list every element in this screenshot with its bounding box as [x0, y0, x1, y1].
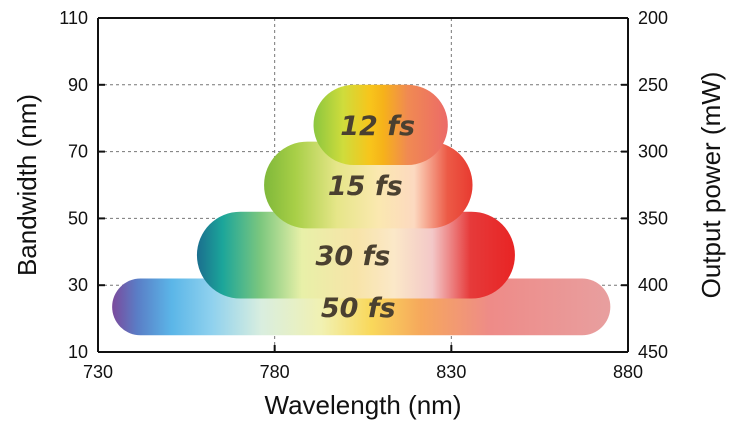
axes — [97, 17, 629, 353]
y2-tick-label: 200 — [638, 8, 668, 28]
pulse-regions — [112, 84, 611, 336]
y2-axis-title: Output power (mW) — [696, 72, 726, 299]
region-label-15fs: 15 fs — [328, 171, 403, 202]
x-tick-label: 880 — [613, 362, 643, 382]
y2-tick-label: 400 — [638, 275, 668, 295]
region-30fs — [196, 211, 515, 299]
x-tick-label: 730 — [83, 362, 113, 382]
y2-tick-label: 250 — [638, 75, 668, 95]
y2-tick-label: 300 — [638, 142, 668, 162]
x-tick-label: 830 — [436, 362, 466, 382]
y-axis-title: Bandwidth (nm) — [12, 94, 42, 276]
y-ticks: 10 30 50 70 90 110 — [59, 8, 105, 362]
region-label-50fs: 50 fs — [321, 293, 396, 324]
region-label-12fs: 12 fs — [340, 111, 415, 142]
y-tick-label: 70 — [68, 142, 88, 162]
y2-tick-label: 450 — [638, 342, 668, 362]
y-tick-label: 50 — [68, 208, 88, 228]
region-label-30fs: 30 fs — [316, 241, 391, 272]
y-tick-label: 110 — [59, 8, 88, 28]
region-15fs — [264, 141, 473, 229]
region-12fs — [313, 84, 448, 165]
y2-tick-label: 350 — [638, 208, 668, 228]
y-tick-label: 10 — [68, 342, 88, 362]
x-axis-title: Wavelength (nm) — [265, 390, 462, 420]
y2-ticks: 450 400 350 300 250 200 — [621, 8, 668, 362]
y-tick-label: 90 — [68, 75, 88, 95]
x-ticks: 730 780 830 880 — [83, 345, 643, 382]
y-tick-label: 30 — [68, 275, 88, 295]
x-tick-label: 780 — [260, 362, 290, 382]
pulse-region-labels: 50 fs 30 fs 15 fs 12 fs — [316, 111, 416, 324]
